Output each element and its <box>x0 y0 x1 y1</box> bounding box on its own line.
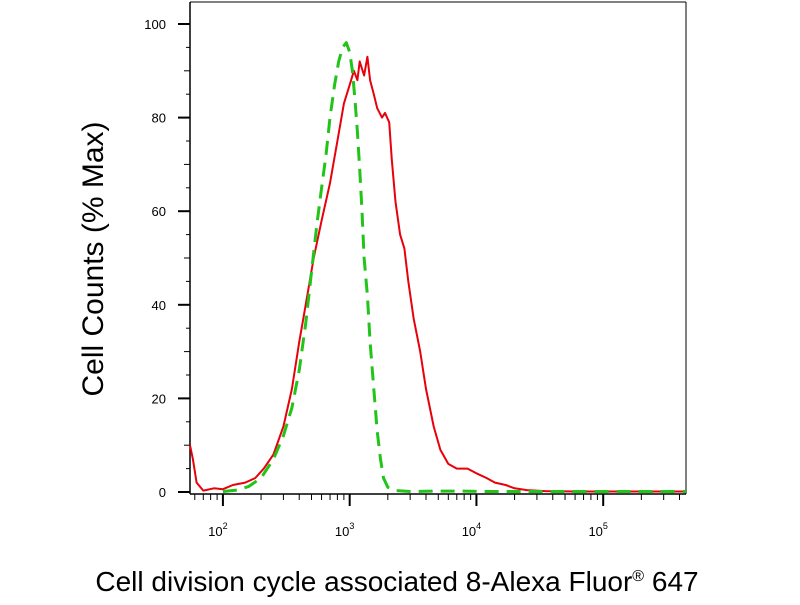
labels-layer: Cell Counts (% Max) Cell division cycle … <box>77 121 699 597</box>
x-tick-label-exponent: 2 <box>223 521 228 531</box>
x-tick-label-exponent: 5 <box>603 521 608 531</box>
x-tick-label-base: 10 <box>462 524 476 539</box>
y-tick-label-40: 40 <box>152 298 166 313</box>
x-axis-label-registered-mark: ® <box>632 568 644 585</box>
x-tick-label-exponent: 3 <box>349 521 354 531</box>
x-tick-label-100: 102 <box>208 521 227 539</box>
x-tick-label-1000: 103 <box>335 521 354 539</box>
x-axis-label-main: Cell division cycle associated 8-Alexa F… <box>95 566 632 597</box>
x-axis-label-suffix: 647 <box>644 566 699 597</box>
x-tick-label-10000: 104 <box>462 521 481 539</box>
x-tick-label-exponent: 4 <box>476 521 481 531</box>
x-tick-label-100000: 105 <box>588 521 607 539</box>
y-tick-label-20: 20 <box>152 391 166 406</box>
x-tick-label-base: 10 <box>208 524 222 539</box>
series-line-1 <box>189 55 686 493</box>
y-tick-label-0: 0 <box>159 485 166 500</box>
series-line-2 <box>222 41 686 493</box>
x-tick-label-base: 10 <box>335 524 349 539</box>
y-tick-label-100: 100 <box>144 17 166 32</box>
y-axis-label: Cell Counts (% Max) <box>77 121 110 396</box>
x-axis-label: Cell division cycle associated 8-Alexa F… <box>95 566 698 597</box>
x-tick-label-base: 10 <box>588 524 602 539</box>
series-layer <box>189 41 686 493</box>
y-tick-label-80: 80 <box>152 111 166 126</box>
y-tick-label-60: 60 <box>152 204 166 219</box>
